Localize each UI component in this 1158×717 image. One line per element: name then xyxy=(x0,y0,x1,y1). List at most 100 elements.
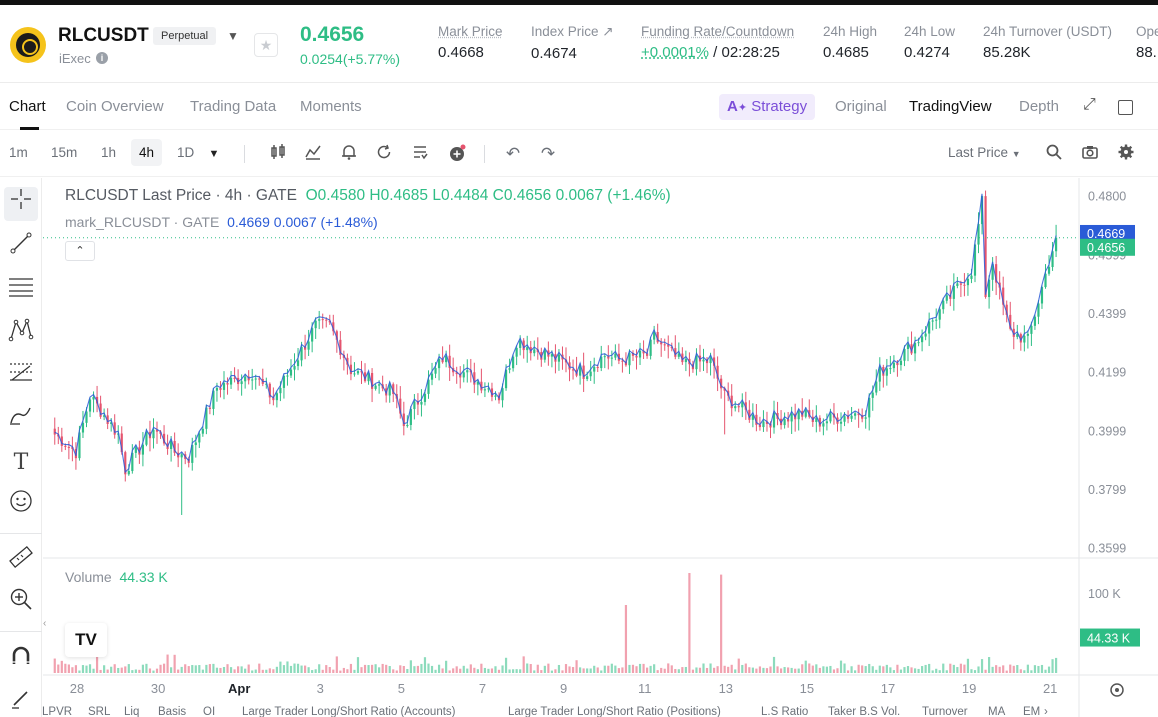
price-type-select[interactable]: Last Price ▼ xyxy=(948,145,1021,160)
x-axis-label: Apr xyxy=(228,681,250,696)
indicator-tab[interactable]: Large Trader Long/Short Ratio (Accounts) xyxy=(242,706,456,717)
price-chart[interactable]: 0.48000.45990.43990.41990.39990.37990.35… xyxy=(43,178,1158,717)
volume-bar xyxy=(564,664,568,673)
zoom-in-icon[interactable] xyxy=(4,587,38,621)
tab-chart[interactable]: Chart xyxy=(9,98,46,115)
candle-body xyxy=(445,355,448,363)
volume-bar xyxy=(170,667,173,673)
indicator-tab[interactable]: Liq xyxy=(124,706,140,717)
window-icon[interactable] xyxy=(1118,100,1133,115)
text-tool-icon[interactable]: T xyxy=(13,450,29,475)
candle-body xyxy=(145,432,148,445)
stat-index-price[interactable]: Index Price ↗ 0.4674 xyxy=(531,24,614,62)
camera-icon[interactable] xyxy=(1079,143,1101,165)
ruler-icon[interactable] xyxy=(4,544,38,578)
volume-bar xyxy=(868,663,871,673)
indicator-tab[interactable]: Large Trader Long/Short Ratio (Positions… xyxy=(508,706,721,717)
candle-body xyxy=(970,275,973,279)
magnet-icon[interactable] xyxy=(4,644,38,678)
emoji-icon[interactable] xyxy=(4,489,38,523)
chart-area[interactable]: 0.48000.45990.43990.41990.39990.37990.35… xyxy=(43,178,1158,717)
volume-bar xyxy=(935,668,938,673)
volume-bar xyxy=(635,666,638,673)
settings-gear-icon[interactable] xyxy=(1115,143,1137,165)
undo-icon[interactable]: ↶ xyxy=(505,144,521,163)
candle-body xyxy=(229,377,233,385)
info-icon[interactable]: i xyxy=(96,52,108,64)
timeframe-1d[interactable]: 1D xyxy=(177,145,195,160)
candle-body xyxy=(388,384,391,396)
symbol-dropdown-icon[interactable]: ▼ xyxy=(227,29,239,43)
mark-price-line xyxy=(54,193,1057,474)
volume-bar xyxy=(716,666,719,673)
candle-body xyxy=(265,383,268,385)
trend-line-icon[interactable] xyxy=(4,231,38,265)
search-icon[interactable] xyxy=(1043,143,1065,165)
volume-bar xyxy=(81,665,85,673)
volume-bar xyxy=(289,665,293,673)
candle-body xyxy=(99,403,102,417)
volume-bar xyxy=(88,664,92,673)
candle-type-icon[interactable] xyxy=(267,143,289,165)
timeframe-1m[interactable]: 1m xyxy=(9,145,28,160)
indicator-tab[interactable]: SRL xyxy=(88,706,111,717)
candle-body xyxy=(889,368,892,370)
alert-bell-icon[interactable] xyxy=(338,143,360,165)
tradingview-logo[interactable]: TV xyxy=(65,623,107,657)
indicator-tab[interactable]: EM xyxy=(1023,706,1041,717)
tab-moments[interactable]: Moments xyxy=(300,98,362,115)
redo-icon[interactable]: ↷ xyxy=(540,144,556,163)
volume-bar xyxy=(198,665,201,673)
candle-body xyxy=(215,387,219,391)
templates-icon[interactable] xyxy=(409,143,431,165)
volume-bar xyxy=(212,663,215,673)
x-axis-label: 11 xyxy=(638,681,652,696)
timeframe-dropdown-icon[interactable]: ▼ xyxy=(208,148,220,160)
timeframe-4h[interactable]: 4h xyxy=(131,139,163,166)
volume-bar xyxy=(519,669,522,673)
timeframe-15m[interactable]: 15m xyxy=(51,145,78,160)
tab-coin-overview[interactable]: Coin Overview xyxy=(66,98,164,115)
pencil-lock-icon[interactable] xyxy=(4,686,38,717)
candle-body xyxy=(441,358,444,363)
candle-body xyxy=(194,442,197,446)
volume-bar xyxy=(568,666,571,673)
indicator-tab[interactable]: Taker B.S Vol. xyxy=(828,706,901,717)
view-tradingview[interactable]: TradingView xyxy=(909,98,992,115)
candle-body xyxy=(677,353,680,357)
volume-bar xyxy=(452,668,455,673)
candle-body xyxy=(579,365,582,376)
y-axis-label: 0.3599 xyxy=(1088,542,1126,556)
collapse-legend-button[interactable]: ⌃ xyxy=(65,241,95,261)
indicator-tab[interactable]: Basis xyxy=(158,706,187,717)
replay-icon[interactable] xyxy=(373,143,395,165)
strategy-button[interactable]: A✦ Strategy xyxy=(719,94,816,120)
expand-icon[interactable]: ⤢ xyxy=(1083,96,1096,113)
indicator-tab[interactable]: MA xyxy=(988,706,1006,717)
indicators-icon[interactable] xyxy=(302,143,324,165)
scroll-right-icon[interactable]: › xyxy=(1044,706,1048,717)
candle-body xyxy=(1047,267,1051,274)
candle-body xyxy=(924,333,927,337)
volume-bar xyxy=(473,667,476,673)
crosshair-icon[interactable] xyxy=(4,187,38,221)
view-original[interactable]: Original xyxy=(835,98,887,115)
indicator-tab[interactable]: L.S Ratio xyxy=(761,706,809,717)
symbol-name[interactable]: RLCUSDT xyxy=(58,25,149,46)
view-depth[interactable]: Depth xyxy=(1019,98,1060,115)
fibonacci-icon[interactable] xyxy=(4,360,38,394)
volume-bar xyxy=(420,663,423,673)
add-plugin-icon[interactable] xyxy=(446,143,468,165)
timeframe-1h[interactable]: 1h xyxy=(101,145,117,160)
pattern-tool-icon[interactable] xyxy=(4,317,38,351)
brush-icon[interactable] xyxy=(4,403,38,437)
horizontal-lines-icon[interactable] xyxy=(4,274,38,308)
candle-body xyxy=(522,340,525,351)
candle-body xyxy=(487,388,490,390)
scroll-left-icon[interactable]: ‹ xyxy=(43,618,47,629)
favorite-star-icon[interactable]: ★ xyxy=(254,33,278,57)
indicator-tab[interactable]: LPVR xyxy=(42,706,73,717)
tab-trading-data[interactable]: Trading Data xyxy=(190,98,277,115)
indicator-tab[interactable]: Turnover xyxy=(922,706,968,717)
indicator-tab[interactable]: OI xyxy=(203,706,216,717)
